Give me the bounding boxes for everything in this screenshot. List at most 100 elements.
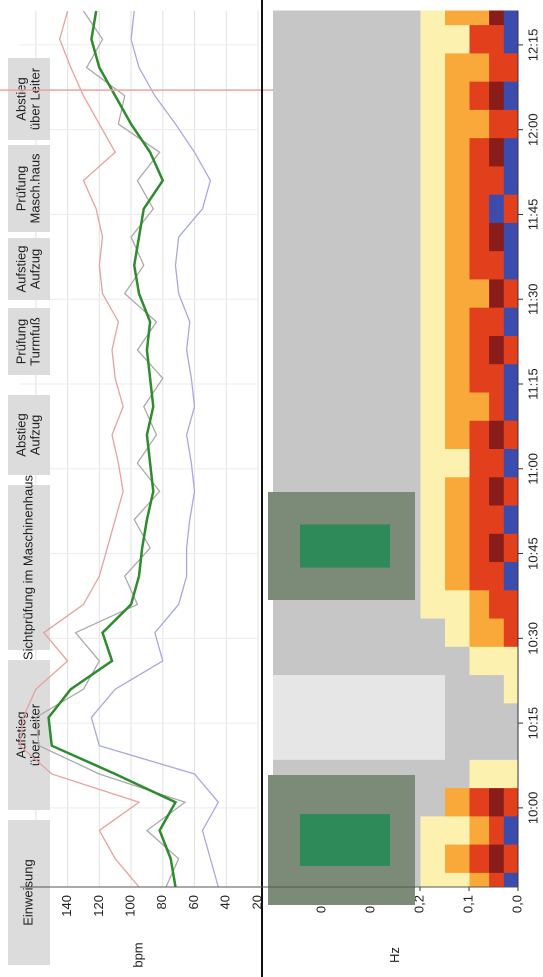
heat-cell <box>273 222 421 251</box>
heat-cell <box>469 109 489 138</box>
heat-cell <box>445 618 470 647</box>
phase-label: Masch.haus <box>27 153 42 224</box>
heat-cell <box>445 251 470 280</box>
heat-cell <box>489 53 504 82</box>
heat-cell <box>489 646 504 675</box>
heat-cell <box>445 279 470 308</box>
x-tick-label: 11:15 <box>525 368 540 400</box>
heat-cell <box>489 618 504 647</box>
heat-cell <box>503 392 518 421</box>
heat-cell <box>489 222 504 251</box>
heat-cell <box>503 816 518 845</box>
phase-label: über Leiter <box>27 703 42 766</box>
heat-cell <box>503 449 518 478</box>
heat-cell <box>469 420 489 449</box>
heat-cell <box>469 788 489 817</box>
x-tick-label: 11:30 <box>525 283 540 315</box>
heat-cell <box>503 703 518 732</box>
heat-cell <box>420 675 445 704</box>
heat-cell <box>273 449 421 478</box>
heat-cell <box>503 53 518 82</box>
phase-label: Prüfung <box>13 319 28 365</box>
heat-cell <box>489 194 504 223</box>
heat-cell <box>489 449 504 478</box>
heat-cell <box>503 251 518 280</box>
heat-cell <box>273 307 421 336</box>
y-tick-label: 100 <box>123 895 138 917</box>
heat-cell <box>469 759 489 788</box>
heat-cell <box>420 392 445 421</box>
x-tick-label: 12:00 <box>525 113 540 146</box>
heat-cell <box>503 590 518 619</box>
heat-cell <box>445 166 470 195</box>
heat-cell <box>489 844 504 873</box>
heat-cell <box>420 251 445 280</box>
heat-cell <box>445 138 470 167</box>
heat-cell <box>273 703 421 732</box>
heat-cell <box>273 392 421 421</box>
x-tick-label: 10:30 <box>525 622 540 655</box>
heat-cell <box>445 477 470 506</box>
heat-cell <box>489 505 504 534</box>
heat-cell <box>469 505 489 534</box>
heat-cell <box>420 590 445 619</box>
heat-cell <box>469 307 489 336</box>
x-tick-label: 10:15 <box>525 707 540 740</box>
phase-label: Prüfung <box>13 166 28 212</box>
heat-cell <box>273 81 421 110</box>
heat-cell <box>503 109 518 138</box>
heat-cell <box>489 816 504 845</box>
heat-cell <box>420 731 445 760</box>
heat-cell <box>420 53 445 82</box>
heat-cell <box>445 420 470 449</box>
heat-cell <box>503 788 518 817</box>
heat-cell <box>489 533 504 562</box>
heat-cell <box>445 11 470 26</box>
heat-cell <box>420 562 445 591</box>
heat-cell <box>503 646 518 675</box>
heat-cell <box>489 788 504 817</box>
heat-cell <box>273 675 421 704</box>
heat-cell <box>469 646 489 675</box>
heat-cell <box>469 562 489 591</box>
heat-cell <box>445 449 470 478</box>
x-tick-label: 12:15 <box>525 29 540 62</box>
heat-cell <box>445 194 470 223</box>
heat-cell <box>503 872 518 887</box>
y-axis-title: bpm <box>130 942 145 967</box>
heat-cell <box>420 11 445 26</box>
heat-cell <box>273 251 421 280</box>
heat-cell <box>469 590 489 619</box>
heat-cell <box>445 816 470 845</box>
heat-cell <box>469 81 489 110</box>
heat-cell <box>503 279 518 308</box>
heat-cell <box>273 11 421 26</box>
heat-cell <box>445 335 470 364</box>
heat-cell <box>503 675 518 704</box>
heat-cell <box>489 731 504 760</box>
heat-cell <box>445 788 470 817</box>
heat-cell <box>469 335 489 364</box>
heat-cell <box>503 759 518 788</box>
heat-cell <box>469 53 489 82</box>
heat-cell <box>420 307 445 336</box>
heat-cell <box>469 703 489 732</box>
heat-cell <box>469 364 489 393</box>
heat-cell <box>489 420 504 449</box>
heat-cell <box>503 505 518 534</box>
heat-cell <box>489 759 504 788</box>
heat-cell <box>503 138 518 167</box>
heat-cell <box>469 194 489 223</box>
photo-detail <box>300 524 390 567</box>
y-tick-label: 0,1 <box>460 895 475 913</box>
heat-cell <box>489 251 504 280</box>
heat-cell <box>420 816 445 845</box>
heat-cell <box>445 562 470 591</box>
heat-cell <box>445 646 470 675</box>
heat-cell <box>420 844 445 873</box>
heat-cell <box>273 109 421 138</box>
heat-cell <box>489 166 504 195</box>
heat-cell <box>469 449 489 478</box>
heat-cell <box>469 138 489 167</box>
heat-cell <box>503 731 518 760</box>
